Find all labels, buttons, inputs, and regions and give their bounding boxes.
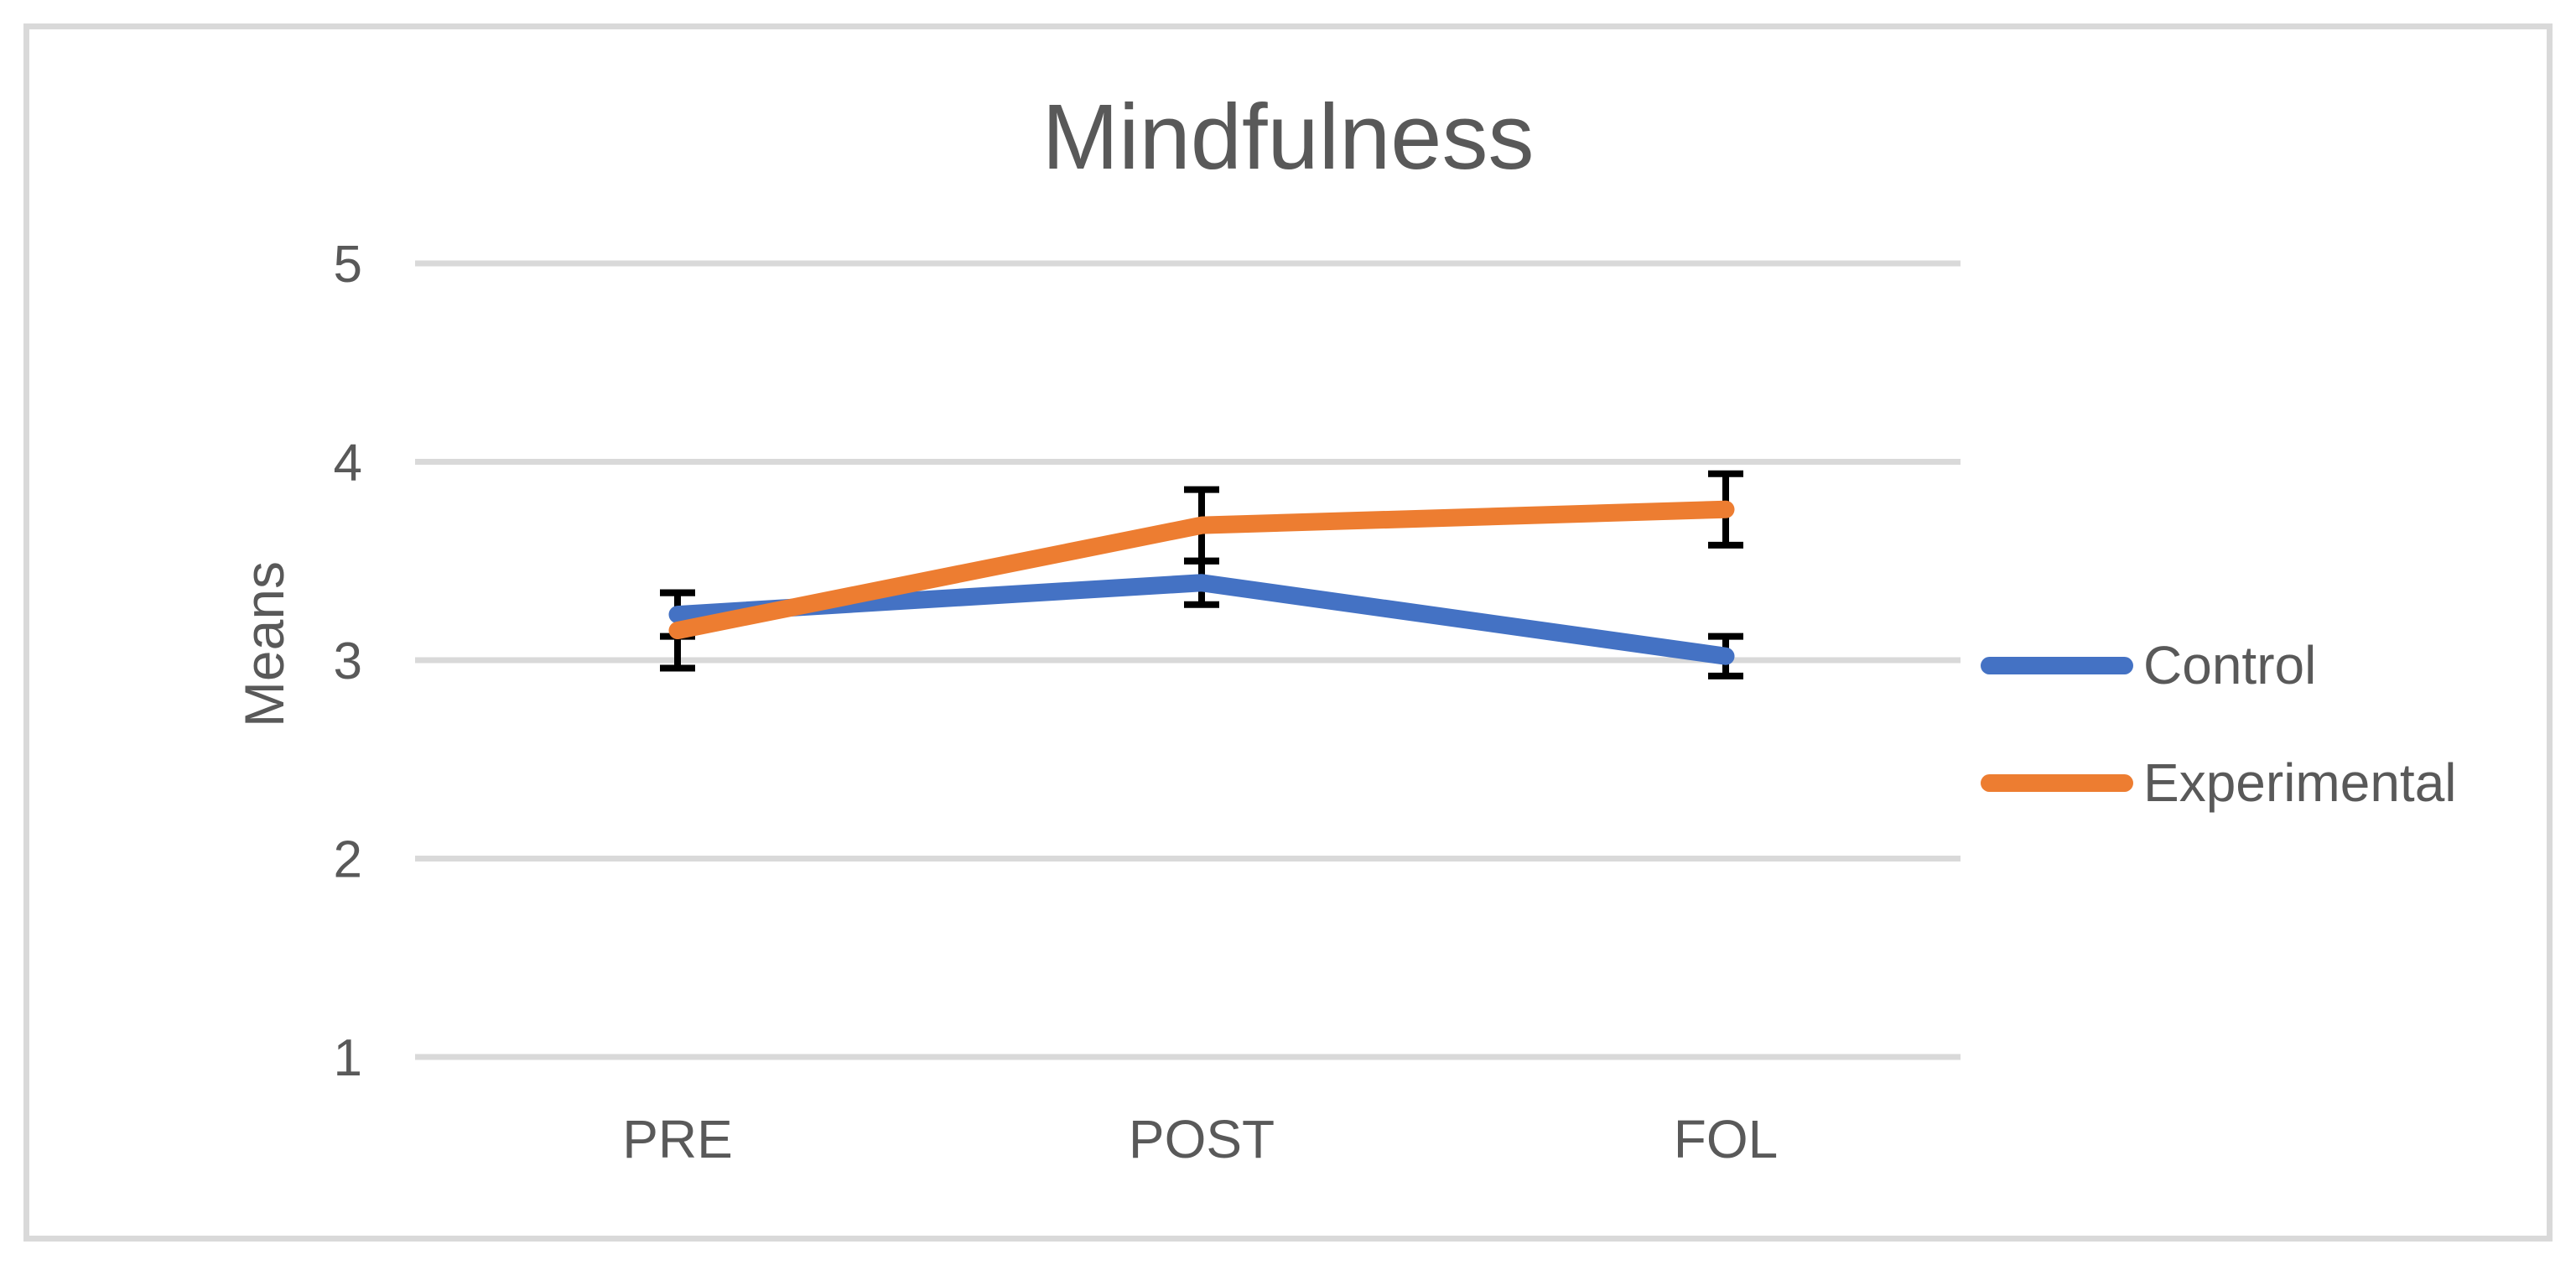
chart-border [23,23,2553,1242]
chart-title: Mindfulness [1041,86,1535,189]
x-category-label-pre: PRE [622,1109,733,1169]
x-category-label-post: POST [1129,1109,1275,1169]
x-category-label-fol: FOL [1674,1109,1778,1169]
y-tick-label-1: 1 [334,1029,362,1087]
series-line-experimental [668,500,1735,640]
y-tick-label-5: 5 [334,236,362,294]
y-tick-label-4: 4 [334,435,362,492]
y-tick-label-2: 2 [334,831,362,889]
y-tick-label-3: 3 [334,632,362,690]
